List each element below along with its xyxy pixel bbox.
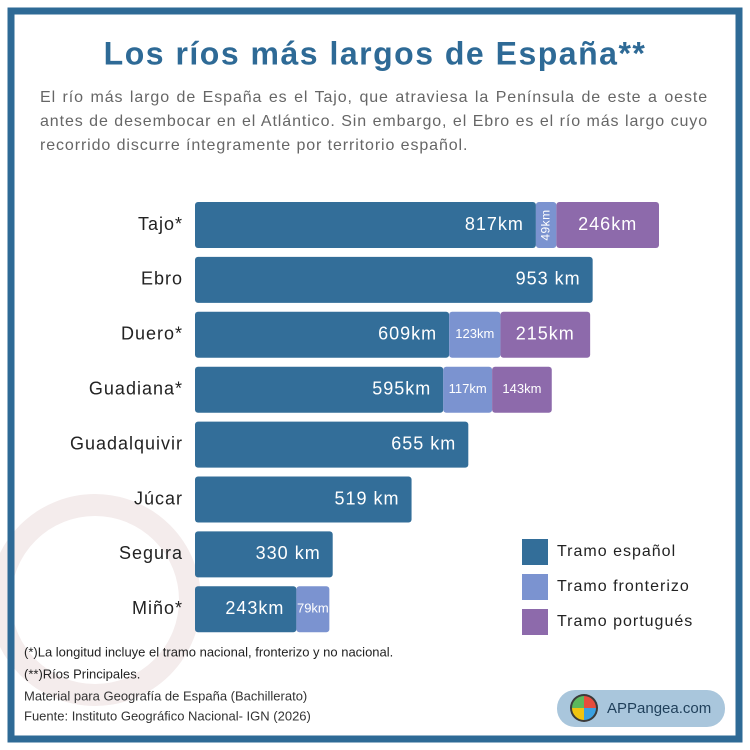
note: (**)Ríos Principales.	[24, 666, 140, 681]
value-label: 117km	[449, 381, 487, 396]
bar-segment	[449, 311, 501, 358]
y-tick-label: Segura	[119, 543, 183, 563]
source: Fuente: Instituto Geográfico Nacional- I…	[24, 708, 311, 723]
y-tick-label: Miño*	[132, 598, 183, 618]
value-label: 49km	[538, 209, 552, 240]
brand: APPangea.com	[607, 700, 711, 717]
value-label: 519 km	[335, 488, 400, 508]
y-tick-label: Guadiana*	[89, 378, 183, 398]
bar-segment	[195, 256, 593, 303]
bar-segment	[195, 476, 412, 523]
subtitle: El río más largo de España es el Tajo, q…	[40, 89, 708, 154]
watermark	[0, 494, 201, 706]
source: Material para Geografía de España (Bachi…	[24, 688, 307, 703]
legend-swatch	[522, 539, 548, 565]
bar-segment	[195, 421, 469, 468]
legend-swatch	[522, 609, 548, 635]
bar-segment	[195, 366, 444, 413]
legend-label: Tramo fronterizo	[557, 578, 690, 595]
y-tick-label: Ebro	[141, 269, 183, 289]
value-label: 79km	[297, 601, 329, 616]
value-label: 817km	[465, 214, 524, 234]
bar-segment	[195, 586, 297, 633]
bar-segment	[556, 202, 659, 248]
value-label: 655 km	[391, 433, 456, 453]
note: (*)La longitud incluye el tramo nacional…	[24, 644, 393, 659]
bar-segment	[195, 202, 536, 248]
legend-swatch	[522, 574, 548, 600]
chart-title: Los ríos más largos de España**	[104, 35, 647, 71]
bar-segment	[296, 586, 330, 633]
bar-segment	[443, 366, 493, 413]
y-tick-label: Tajo*	[138, 214, 183, 234]
bar-segment	[492, 366, 552, 413]
y-tick-label: Júcar	[134, 488, 183, 508]
brand-pill	[557, 690, 725, 727]
y-tick-label: Duero*	[121, 324, 183, 344]
legend-label: Tramo español	[557, 543, 676, 560]
legend-label: Tramo portugués	[557, 613, 693, 630]
bar-segment	[500, 311, 591, 358]
value-label: 123km	[455, 326, 494, 341]
value-label: 215km	[516, 324, 575, 344]
bar-segment	[195, 531, 333, 578]
bar-segment	[535, 202, 557, 248]
brand-logo	[570, 694, 598, 722]
value-label: 953 km	[516, 269, 581, 289]
value-label: 143km	[502, 381, 541, 396]
value-label: 243km	[225, 598, 284, 618]
value-label: 609km	[378, 324, 437, 344]
bar-segment	[195, 311, 450, 358]
value-label: 330 km	[256, 543, 321, 563]
value-label: 246km	[578, 214, 637, 234]
value-label: 595km	[372, 378, 431, 398]
y-tick-label: Guadalquivir	[70, 433, 183, 453]
frame	[7, 7, 743, 743]
